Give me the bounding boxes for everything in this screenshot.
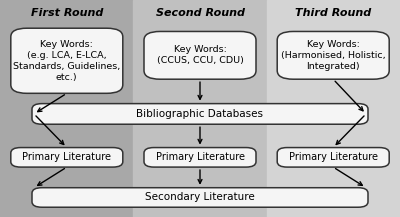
FancyBboxPatch shape — [144, 31, 256, 79]
Text: Bibliographic Databases: Bibliographic Databases — [136, 109, 264, 119]
FancyBboxPatch shape — [277, 148, 389, 167]
FancyBboxPatch shape — [277, 31, 389, 79]
Text: Primary Literature: Primary Literature — [156, 152, 244, 162]
Text: Primary Literature: Primary Literature — [22, 152, 111, 162]
Text: Key Words:
(CCUS, CCU, CDU): Key Words: (CCUS, CCU, CDU) — [156, 45, 244, 65]
FancyBboxPatch shape — [32, 188, 368, 207]
Text: Third Round: Third Round — [295, 8, 371, 18]
Text: Primary Literature: Primary Literature — [289, 152, 378, 162]
FancyBboxPatch shape — [144, 148, 256, 167]
Text: First Round: First Round — [31, 8, 103, 18]
Bar — [133, 0, 267, 217]
Bar — [267, 0, 400, 217]
Text: Secondary Literature: Secondary Literature — [145, 192, 255, 202]
FancyBboxPatch shape — [11, 28, 123, 93]
FancyBboxPatch shape — [32, 104, 368, 124]
Text: Second Round: Second Round — [156, 8, 244, 18]
Text: Key Words:
(e.g. LCA, E-LCA,
Standards, Guidelines,
etc.): Key Words: (e.g. LCA, E-LCA, Standards, … — [13, 40, 120, 82]
FancyBboxPatch shape — [11, 148, 123, 167]
Text: Key Words:
(Harmonised, Holistic,
Integrated): Key Words: (Harmonised, Holistic, Integr… — [281, 40, 386, 71]
Bar — [0, 0, 133, 217]
